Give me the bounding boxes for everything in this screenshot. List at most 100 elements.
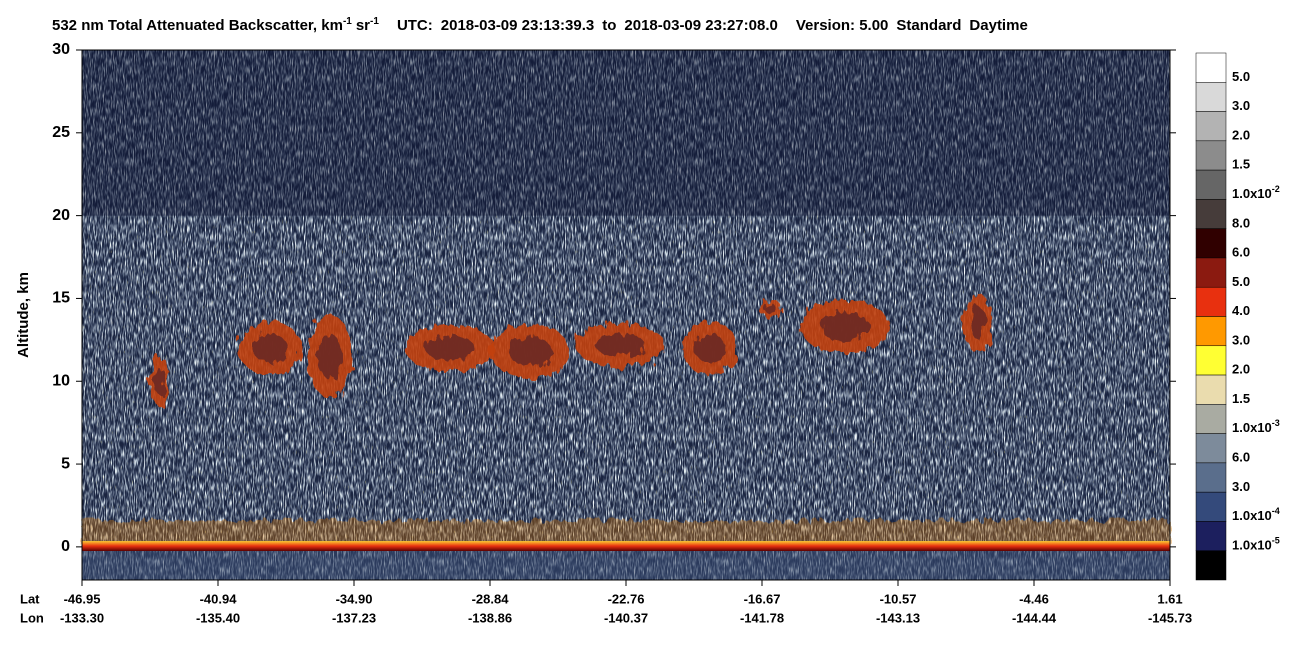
colorbar-swatch xyxy=(1195,345,1227,376)
y-tick-label: 10 xyxy=(52,372,70,389)
x-tick-label: -145.73 xyxy=(1148,610,1192,625)
cloud-core xyxy=(820,312,870,341)
colorbar-label-base: 6.0 xyxy=(1232,450,1250,465)
y-tick-label: 0 xyxy=(61,538,70,555)
x-tick-label: -4.46 xyxy=(1019,591,1049,606)
colorbar-label-base: 3.0 xyxy=(1232,99,1250,114)
colorbar-label-base: 3.0 xyxy=(1232,333,1250,348)
x-tick-label: -138.86 xyxy=(468,610,512,625)
colorbar-label: 2.0 xyxy=(1232,128,1250,143)
y-tick-label: 20 xyxy=(52,207,70,224)
colorbar-swatch xyxy=(1195,257,1227,288)
colorbar-swatch xyxy=(1195,286,1227,317)
cloud-core xyxy=(595,333,645,357)
colorbar-label: 2.0 xyxy=(1232,362,1250,377)
cloud-core xyxy=(252,333,288,363)
colorbar-label-exponent: -5 xyxy=(1272,536,1280,546)
title-part: Standard xyxy=(896,17,961,34)
colorbar-swatch xyxy=(1195,140,1227,171)
cloud-core xyxy=(970,307,986,340)
colorbar-label: 3.0 xyxy=(1232,333,1250,348)
colorbar-label: 1.0x10-5 xyxy=(1232,536,1280,553)
title-exponent: -1 xyxy=(370,16,379,27)
colorbar-label-base: 6.0 xyxy=(1232,245,1250,260)
colorbar-label: 1.0x10-3 xyxy=(1232,419,1280,436)
colorbar-swatch xyxy=(1195,228,1227,259)
colorbar-label-base: 1.0x10 xyxy=(1232,421,1272,436)
cloud-core xyxy=(694,333,726,363)
cloud-core xyxy=(317,333,343,379)
colorbar-swatch xyxy=(1195,521,1227,551)
cloud-core xyxy=(425,335,475,361)
cloud-core xyxy=(508,337,552,366)
colorbar-label: 6.0 xyxy=(1232,450,1250,465)
colorbar-label: 3.0 xyxy=(1232,479,1250,494)
subsurface-texture xyxy=(82,551,1170,580)
x-tick-label: -144.44 xyxy=(1012,610,1057,625)
colorbar-label: 8.0 xyxy=(1232,216,1250,231)
colorbar-swatch xyxy=(1195,169,1227,200)
colorbar-label: 1.5 xyxy=(1232,157,1250,172)
colorbar-label-base: 1.5 xyxy=(1232,391,1250,406)
x-row-label: Lon xyxy=(20,610,44,625)
x-tick-label: -28.84 xyxy=(472,591,510,606)
y-tick-label: 15 xyxy=(52,290,70,307)
colorbar-label-exponent: -4 xyxy=(1272,506,1280,516)
colorbar-label-base: 3.0 xyxy=(1232,479,1250,494)
colorbar-swatch xyxy=(1195,550,1227,581)
title-part: 2018-03-09 23:27:08.0 xyxy=(624,17,777,34)
colorbar-label-base: 5.0 xyxy=(1232,274,1250,289)
y-tick-label: 30 xyxy=(52,41,70,58)
colorbar-swatch xyxy=(1195,316,1227,347)
colorbar-label-base: 2.0 xyxy=(1232,128,1250,143)
colorbar-label-exponent: -3 xyxy=(1272,419,1280,429)
x-tick-label: 1.61 xyxy=(1157,591,1182,606)
x-tick-label: -34.90 xyxy=(336,591,373,606)
chart-title: 532 nm Total Attenuated Backscatter, km-… xyxy=(52,16,1028,34)
title-part: to xyxy=(602,17,616,34)
title-part: Daytime xyxy=(969,17,1027,34)
upper-dark-band xyxy=(82,50,1170,216)
colorbar-label: 3.0 xyxy=(1232,99,1250,114)
x-tick-label: -141.78 xyxy=(740,610,784,625)
colorbar-swatch xyxy=(1195,52,1227,83)
plot-area xyxy=(82,50,1170,580)
colorbar-label-base: 5.0 xyxy=(1232,69,1250,84)
x-row-label: Lat xyxy=(20,591,40,606)
x-tick-label: -40.94 xyxy=(200,591,238,606)
x-tick-label: -135.40 xyxy=(196,610,240,625)
colorbar-swatch xyxy=(1195,111,1227,142)
colorbar-label-base: 1.0x10 xyxy=(1232,538,1272,553)
colorbar-label: 5.0 xyxy=(1232,274,1250,289)
colorbar-label: 1.0x10-4 xyxy=(1232,506,1280,523)
cloud-core xyxy=(763,303,777,313)
colorbar-label: 1.5 xyxy=(1232,391,1250,406)
colorbar-swatch xyxy=(1195,199,1227,229)
x-tick-label: -10.57 xyxy=(880,591,917,606)
x-tick-label: -22.76 xyxy=(608,591,645,606)
y-tick-label: 5 xyxy=(61,455,70,472)
colorbar-swatch xyxy=(1195,433,1227,464)
colorbar-label-base: 1.0x10 xyxy=(1232,508,1272,523)
title-exponent: -1 xyxy=(343,16,352,27)
speckle-yellow xyxy=(82,215,1170,547)
colorbar-label-exponent: -2 xyxy=(1272,184,1280,194)
surface-return xyxy=(82,541,1170,552)
x-tick-label: -137.23 xyxy=(332,610,376,625)
colorbar-label: 6.0 xyxy=(1232,245,1250,260)
colorbar-label-base: 8.0 xyxy=(1232,216,1250,231)
x-tick-label: -143.13 xyxy=(876,610,920,625)
title-part: UTC: xyxy=(397,17,433,34)
colorbar-label: 1.0x10-2 xyxy=(1232,184,1280,201)
colorbar-swatch xyxy=(1195,491,1227,522)
colorbar-swatch xyxy=(1195,374,1227,405)
colorbar-label: 4.0 xyxy=(1232,304,1250,319)
title-part: 532 nm Total Attenuated Backscatter, km xyxy=(52,17,343,34)
title-part: 2018-03-09 23:13:39.3 xyxy=(441,17,594,34)
x-tick-label: -16.67 xyxy=(744,591,781,606)
colorbar-swatch xyxy=(1195,82,1227,112)
title-part: sr xyxy=(356,17,370,34)
colorbar-label-base: 2.0 xyxy=(1232,362,1250,377)
y-axis-label: Altitude, km xyxy=(15,272,32,358)
